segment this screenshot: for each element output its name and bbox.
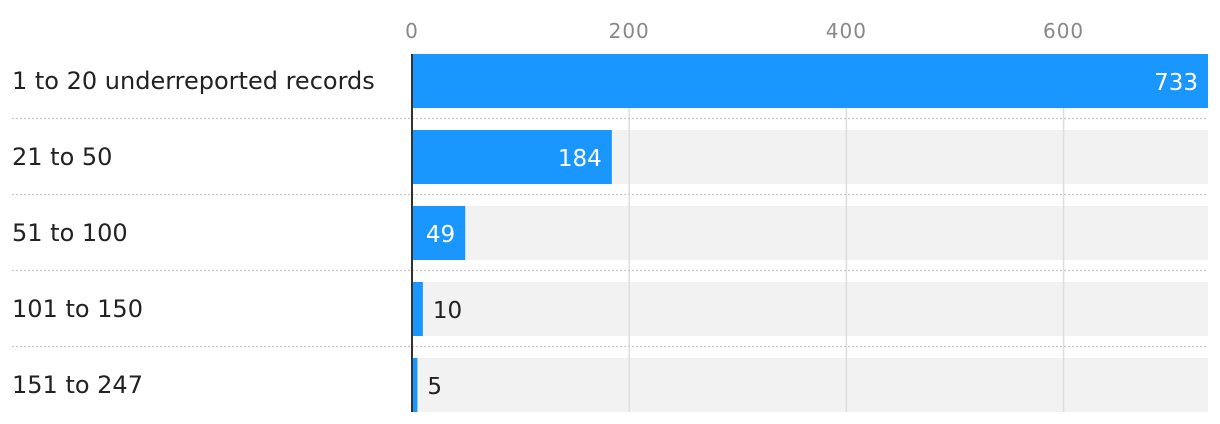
x-tick-label: 0 — [405, 19, 419, 43]
bar-track — [412, 282, 1208, 336]
x-tick-label: 400 — [826, 19, 867, 43]
bar — [412, 358, 418, 412]
x-tick-label: 200 — [609, 19, 650, 43]
bar-track — [412, 206, 1208, 260]
data-label: 184 — [558, 146, 602, 172]
data-label: 10 — [433, 298, 462, 324]
data-label: 733 — [1154, 70, 1198, 96]
data-label: 49 — [426, 222, 455, 248]
bar — [412, 54, 1208, 108]
bar — [412, 130, 612, 184]
bar — [412, 206, 466, 260]
data-label: 5 — [427, 374, 442, 400]
category-label: 151 to 247 — [12, 371, 143, 399]
category-label: 51 to 100 — [12, 219, 128, 247]
x-tick-label: 600 — [1043, 19, 1084, 43]
bar — [412, 282, 423, 336]
category-label: 1 to 20 underreported records — [12, 67, 375, 95]
category-label: 101 to 150 — [12, 295, 143, 323]
bar-track — [412, 358, 1208, 412]
category-label: 21 to 50 — [12, 143, 112, 171]
